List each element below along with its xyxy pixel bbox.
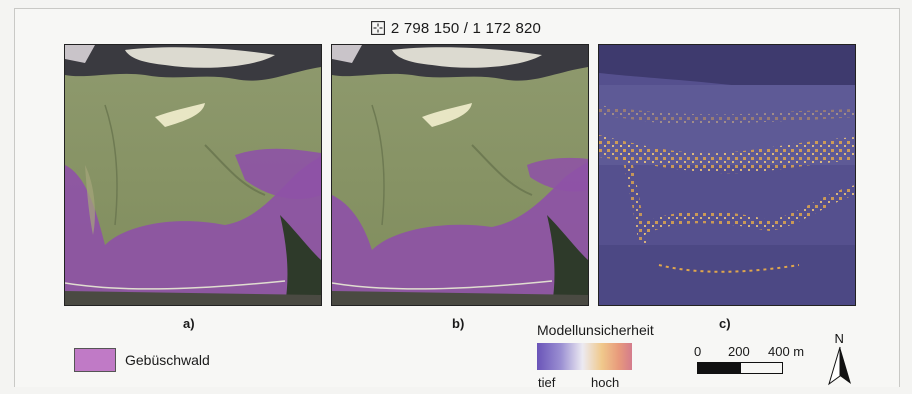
gebueschwald-label: Gebüschwald [125, 352, 210, 368]
panel-label-c: c) [719, 316, 731, 331]
satellite-map-b [332, 45, 588, 305]
coordinate-readout: 2 798 150 / 1 172 820 [0, 20, 912, 37]
gebueschwald-swatch [74, 348, 116, 372]
satellite-map-a [65, 45, 321, 305]
map-panel-c [598, 44, 856, 306]
uncertainty-map-c [599, 45, 855, 305]
scale-label-200: 200 [728, 344, 750, 359]
uncertainty-high-label: hoch [591, 375, 620, 390]
map-panel-b [331, 44, 589, 306]
scale-label-0: 0 [694, 344, 702, 359]
map-panel-a [64, 44, 322, 306]
north-arrow-icon: N [828, 331, 851, 386]
north-label: N [835, 331, 844, 346]
panel-label-b: b) [452, 316, 465, 331]
uncertainty-low-label: tief [538, 375, 556, 390]
coordinate-text: 2 798 150 / 1 172 820 [390, 20, 542, 37]
north-arrow: N [826, 330, 854, 386]
crosshair-icon [370, 21, 385, 35]
uncertainty-colorbar [537, 343, 632, 370]
panel-label-a: a) [183, 316, 195, 331]
uncertainty-title: Modellunsicherheit [537, 322, 654, 338]
scale-label-400: 400 m [768, 344, 805, 359]
scale-bar-black-segment [698, 363, 741, 373]
scale-bar [697, 362, 783, 374]
